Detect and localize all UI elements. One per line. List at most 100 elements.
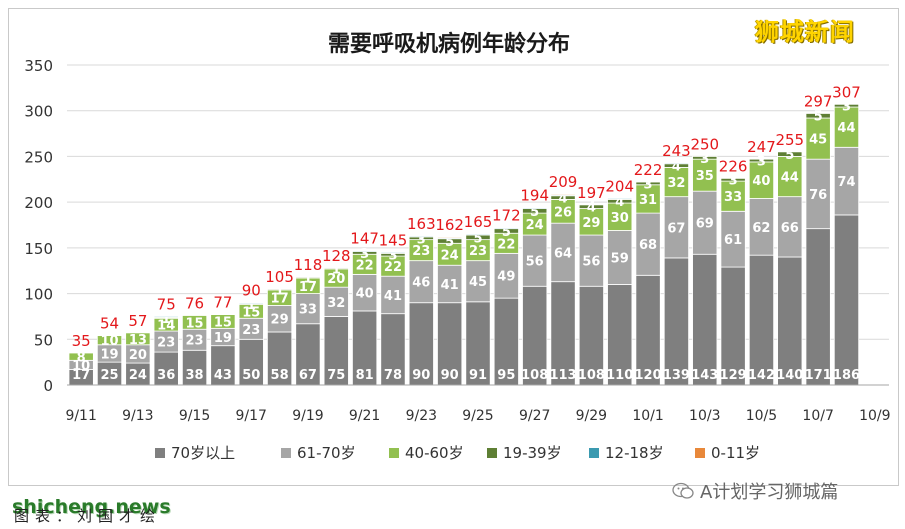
legend-swatch	[281, 448, 291, 458]
segment-label: 32	[667, 176, 685, 191]
segment-label: 58	[271, 368, 289, 383]
segment-label: 3	[729, 174, 738, 189]
bar-segment	[578, 234, 604, 287]
bar-segment	[550, 222, 576, 283]
bar-segment	[833, 146, 860, 216]
total-label: 165	[464, 213, 493, 231]
bar-segment	[720, 177, 746, 182]
total-label: 297	[804, 92, 833, 110]
segment-label: 40	[356, 287, 374, 302]
segment-label: 61	[724, 233, 742, 248]
bar-segment	[833, 106, 860, 148]
segment-label: 108	[578, 368, 605, 383]
segment-label: 43	[214, 368, 232, 383]
brand-mark: 狮城新闻	[755, 18, 855, 46]
bar-segment	[607, 230, 633, 285]
bar-segment	[323, 267, 349, 270]
segment-label: 22	[384, 260, 402, 275]
segment-label: 1	[247, 298, 256, 313]
bar-segment	[380, 313, 406, 386]
bar-segment	[352, 310, 378, 386]
segment-label: 50	[242, 368, 260, 383]
chart-canvas: 需要呼吸机病例年龄分布 1710835251910542420135736231…	[24, 31, 890, 462]
segment-label: 1	[162, 312, 171, 327]
bar-segment	[663, 257, 690, 386]
segment-label: 1	[275, 283, 284, 298]
segment-label: 30	[611, 211, 629, 226]
bar-segment	[437, 264, 463, 304]
bars: 1710835251910542420135736231417538231576…	[68, 83, 861, 386]
bar-segment	[578, 285, 604, 386]
legend-label: 40-60岁	[405, 444, 464, 462]
segment-label: 44	[837, 121, 855, 136]
total-label: 35	[72, 332, 91, 350]
segment-label: 23	[157, 336, 175, 351]
total-label: 90	[242, 282, 261, 300]
bar-segment	[692, 158, 718, 192]
segment-label: 91	[469, 368, 487, 383]
bar-segment	[805, 228, 831, 386]
total-label: 194	[520, 187, 549, 205]
bar-segment	[833, 214, 860, 386]
segment-label: 33	[724, 190, 742, 205]
y-tick-label: 100	[24, 286, 53, 304]
segment-label: 46	[412, 276, 430, 291]
x-tick-label: 10/3	[689, 408, 720, 424]
total-label: 128	[322, 247, 351, 265]
y-tick-label: 300	[24, 103, 53, 121]
total-label: 204	[605, 177, 634, 195]
bar-segment	[805, 158, 831, 230]
segment-label: 3	[360, 247, 369, 262]
segment-label: 68	[639, 238, 657, 253]
segment-label: 29	[271, 313, 289, 328]
segment-label: 3	[644, 177, 653, 192]
legend-swatch	[487, 448, 497, 458]
bar-segment	[635, 274, 661, 386]
total-label: 243	[662, 142, 691, 160]
bar-segment	[522, 207, 548, 209]
x-tick-label: 9/19	[292, 408, 323, 424]
chart-frame: 需要呼吸机病例年龄分布 17 10 8 35 25 19 10 54 24 20 13 57 36 23 1…	[8, 8, 899, 486]
legend-label: 19-39岁	[503, 444, 562, 462]
total-label: 226	[719, 157, 748, 175]
segment-label: 35	[696, 169, 714, 184]
bar-segment	[493, 227, 519, 230]
segment-label: 23	[242, 323, 260, 338]
segment-label: 17	[299, 280, 317, 295]
bar-segment	[181, 349, 208, 386]
y-tick-label: 150	[24, 240, 53, 258]
segment-label: 22	[497, 237, 515, 252]
bar-segment	[408, 260, 434, 304]
segment-label: 56	[582, 255, 600, 270]
bar-segment	[833, 103, 860, 108]
segment-label: 3	[417, 232, 426, 247]
bar-segment	[720, 180, 746, 212]
segment-label: 17	[72, 368, 90, 383]
total-label: 77	[213, 294, 232, 312]
total-label: 145	[379, 231, 408, 249]
bar-segment	[607, 202, 633, 231]
segment-label: 13	[129, 333, 147, 348]
segment-label: 5	[530, 205, 539, 220]
total-label: 250	[690, 135, 719, 153]
segment-label: 56	[526, 255, 544, 270]
total-label: 255	[775, 131, 804, 149]
legend-swatch	[389, 448, 399, 458]
legend-label: 70岁以上	[171, 444, 235, 462]
y-tick-label: 350	[24, 57, 53, 75]
bar-segment	[692, 156, 718, 160]
total-label: 54	[100, 315, 119, 333]
segment-label: 19	[214, 331, 232, 346]
bar-segment	[748, 158, 775, 163]
legend: 70岁以上 61-70岁 40-60岁 19-39岁 12-18岁 0-11岁	[155, 444, 760, 462]
segment-label: 49	[497, 270, 515, 285]
legend-swatch	[155, 448, 165, 458]
wechat-account[interactable]: A计划学习狮城篇	[672, 478, 838, 504]
segment-label: 45	[809, 133, 827, 148]
segment-label: 171	[805, 368, 832, 383]
bar-segment	[493, 297, 519, 386]
segment-label: 19	[100, 347, 118, 362]
segment-label: 29	[582, 216, 600, 231]
bar-segment	[522, 234, 548, 287]
segment-label: 5	[502, 225, 511, 240]
